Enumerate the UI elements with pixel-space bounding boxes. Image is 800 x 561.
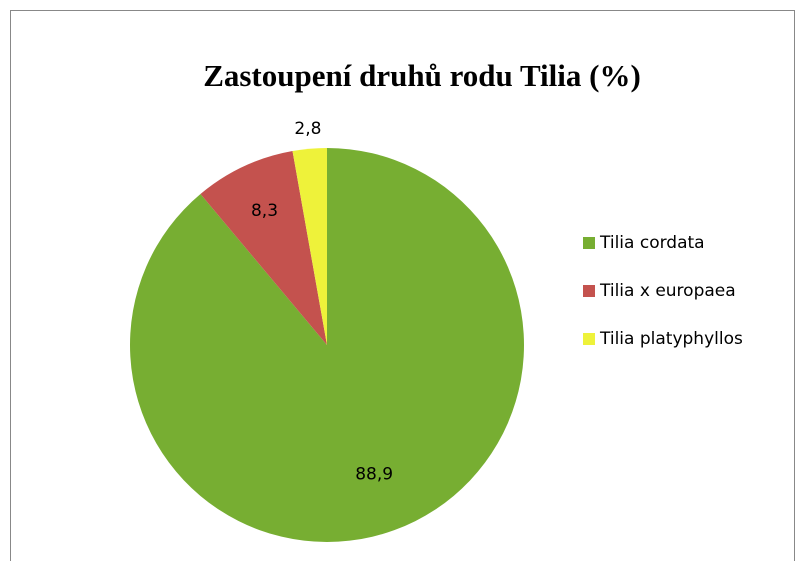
- pie-slice: [200, 151, 327, 345]
- legend-swatch: [583, 333, 595, 345]
- data-label: 8,3: [251, 201, 278, 221]
- legend-label: Tilia cordata: [599, 233, 705, 253]
- pie-slice: [292, 148, 327, 345]
- legend-label: Tilia x europaea: [599, 281, 736, 301]
- data-label: 88,9: [355, 465, 393, 485]
- legend-swatch: [583, 237, 595, 249]
- legend-label: Tilia platyphyllos: [599, 329, 743, 349]
- data-label: 2,8: [294, 119, 321, 139]
- chart-title: Zastoupení druhů rodu Tilia (%): [203, 58, 641, 93]
- legend-swatch: [583, 285, 595, 297]
